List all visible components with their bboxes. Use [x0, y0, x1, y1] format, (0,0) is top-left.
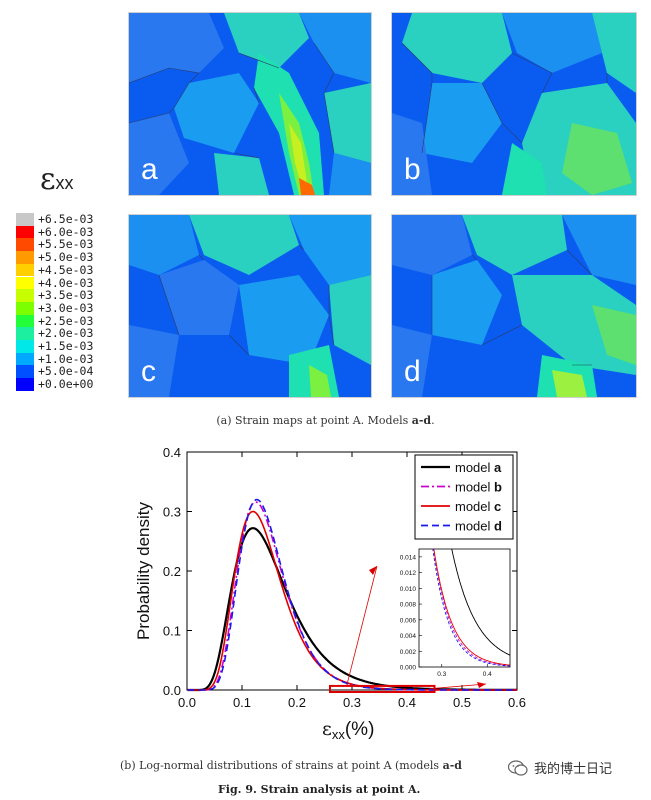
distribution-chart: 0.0 0.1 0.2 0.3 0.4 0.5 0.6 0.0 0.1 0.2 0.3 0.4 Prob…	[134, 445, 526, 742]
inset-y-tick-label: 0.006	[400, 617, 417, 624]
inset-y-tick-label: 0.014	[400, 554, 417, 561]
strain-map-c: c	[128, 214, 372, 398]
legend-label-model-b: model b	[455, 480, 502, 495]
colorbar-swatch	[16, 378, 34, 391]
colorbar-label: +1.0e-03	[38, 351, 94, 366]
y-tick-label: 0.4	[163, 445, 181, 460]
colorbar-entry: +0.0e+00	[16, 378, 126, 391]
legend-label-model-d: model d	[455, 519, 502, 534]
inset-series-line-model-c	[433, 549, 510, 666]
inset-y-tick-label: 0.004	[400, 633, 417, 640]
colorbar-swatch	[16, 340, 34, 353]
strain-map-d: d	[391, 214, 637, 398]
watermark: 我的博士日记	[507, 758, 612, 777]
inset-y-tick-label: 0.000	[400, 665, 417, 672]
inset-frame	[418, 548, 511, 668]
colorbar-entry: +6.0e-03	[16, 224, 126, 239]
colorbar-label: +5.5e-03	[38, 237, 94, 252]
panel-label-b: b	[404, 153, 421, 186]
colorbar-swatch	[16, 314, 34, 328]
colorbar-swatch	[16, 352, 34, 366]
subfigure-caption-a: (a) Strain maps at point A. Models a-d.	[216, 414, 435, 427]
figure-caption: Fig. 9. Strain analysis at point A.	[218, 783, 421, 796]
colorbar-label: +4.5e-03	[38, 262, 94, 277]
colorbar-label: +3.0e-03	[38, 300, 94, 315]
colorbar-swatch	[16, 289, 34, 302]
x-tick-label: 0.6	[508, 695, 526, 710]
colorbar-label: +4.0e-03	[38, 275, 94, 290]
colorbar-entry: +6.5e-03	[16, 213, 126, 226]
panel-label-d: d	[404, 355, 421, 388]
x-tick-label: 0.3	[343, 695, 361, 710]
inset-series-line-model-a	[451, 549, 510, 656]
subfigure-caption-b: (b) Log-normal distributions of strains …	[120, 759, 462, 772]
colorbar-entry: +1.0e-03	[16, 351, 126, 366]
x-tick-label: 0.5	[453, 695, 471, 710]
colorbar-entry: +2.5e-03	[16, 313, 126, 328]
inset-y-tick-label: 0.010	[400, 586, 417, 593]
colorbar-entry: +5.0e-04	[16, 364, 126, 379]
legend-label-model-c: model c	[455, 499, 501, 514]
inset-x-tick-label: 0.4	[483, 671, 492, 678]
x-tick-label: 0.0	[178, 695, 196, 710]
strain-map-b: b	[391, 12, 637, 196]
inset-y-tick-label: 0.002	[400, 649, 417, 656]
colorbar-swatch	[16, 365, 34, 379]
colorbar-label: +2.0e-03	[38, 326, 94, 341]
colorbar-label: +0.0e+00	[38, 377, 94, 392]
series-line-model-d	[187, 498, 517, 691]
colorbar-swatch	[16, 251, 34, 264]
x-tick-label: 0.4	[398, 695, 416, 710]
inset-series-line-model-d	[432, 549, 510, 667]
colorbar-swatch	[16, 213, 34, 226]
colorbar-swatch	[16, 301, 34, 315]
colorbar-entry: +5.0e-03	[16, 251, 126, 264]
zoom-arrow-head	[369, 566, 377, 575]
colorbar-label: +2.5e-03	[38, 313, 94, 328]
x-axis-label: εxx(%)	[322, 718, 374, 742]
zoom-arrow-line	[428, 683, 487, 690]
zoom-arrow-head	[477, 682, 486, 688]
strain-map-a: a	[128, 12, 372, 196]
x-tick-label: 0.2	[288, 695, 306, 710]
colorbar-entry: +5.5e-03	[16, 237, 126, 252]
y-tick-label: 0.1	[163, 624, 181, 639]
y-tick-label: 0.2	[163, 564, 181, 579]
colorbar-entry: +4.0e-03	[16, 275, 126, 290]
colorbar-label: +1.5e-03	[38, 339, 94, 353]
colorbar-entry: +3.5e-03	[16, 289, 126, 302]
legend-label-model-a: model a	[455, 460, 502, 475]
colorbar-entry: +3.0e-03	[16, 302, 126, 315]
colorbar-label: +5.0e-04	[38, 364, 94, 379]
colorbar-swatch	[16, 327, 34, 340]
y-axis-label: Probability density	[134, 502, 153, 640]
colorbar-swatch	[16, 225, 34, 239]
colorbar-swatch	[16, 276, 34, 290]
colorbar-entry: +1.5e-03	[16, 340, 126, 353]
colorbar-title: εxx	[40, 162, 74, 197]
inset-series-line-model-b	[433, 549, 510, 667]
x-tick-label: 0.1	[233, 695, 251, 710]
y-tick-label: 0.3	[163, 505, 181, 520]
colorbar-label: +6.5e-03	[38, 212, 94, 226]
zoom-arrow-line	[346, 565, 378, 687]
colorbar-label: +5.0e-03	[38, 250, 94, 265]
inset-x-tick-label: 0.3	[437, 671, 446, 678]
y-tick-label: 0.0	[163, 683, 181, 698]
panel-label-c: c	[141, 355, 156, 388]
colorbar-label: +3.5e-03	[38, 288, 94, 303]
chart-legend	[414, 454, 514, 540]
inset-y-tick-label: 0.012	[400, 570, 417, 577]
colorbar-swatch	[16, 238, 34, 252]
wechat-icon	[507, 760, 528, 776]
colorbar-entry: +4.5e-03	[16, 264, 126, 277]
colorbar-entry: +2.0e-03	[16, 327, 126, 340]
zoom-region-box	[329, 684, 436, 693]
colorbar-swatch	[16, 263, 34, 277]
inset-y-tick-label: 0.008	[400, 602, 417, 609]
panel-label-a: a	[141, 153, 158, 186]
colorbar-label: +6.0e-03	[38, 224, 94, 239]
